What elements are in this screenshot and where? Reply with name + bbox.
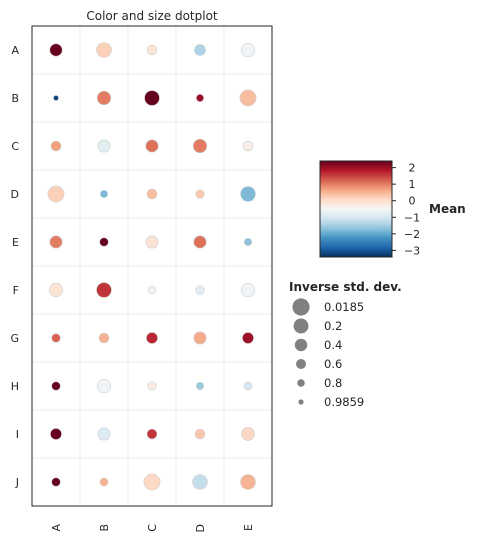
dot-j-a <box>51 477 61 487</box>
dot-a-b <box>96 42 112 58</box>
colorbar-tick-label: 0 <box>409 195 416 208</box>
dot-a-d <box>194 44 206 56</box>
dot-i-b <box>97 427 111 441</box>
dot-i-e <box>241 427 255 441</box>
size-legend-marker <box>297 379 305 387</box>
dot-c-b <box>97 139 111 153</box>
colorbar-tick-label: −3 <box>404 244 420 257</box>
dot-e-b <box>99 237 109 247</box>
dot-d-a <box>47 185 65 203</box>
dot-j-b <box>99 477 109 487</box>
dot-e-e <box>243 237 253 247</box>
colorbar-tick-label: −2 <box>404 228 420 241</box>
dot-f-c <box>147 285 157 295</box>
y-tick-label: B <box>11 92 19 105</box>
plot-frame <box>31 25 273 507</box>
dot-b-e <box>239 89 257 107</box>
y-tick-label: I <box>16 428 19 441</box>
dot-g-b <box>98 332 110 344</box>
y-tick-labels: A B C D E F G H I J <box>10 44 19 489</box>
size-legend-marker <box>294 338 308 352</box>
size-legend-label: 0.9859 <box>324 395 364 409</box>
y-tick-label: G <box>10 332 19 345</box>
size-legend-label: 0.6 <box>324 357 342 371</box>
dot-f-a <box>48 282 64 298</box>
dot-h-a <box>51 381 61 391</box>
x-tick-label: A <box>50 524 63 532</box>
chart-title: Color and size dotplot <box>86 9 218 23</box>
dot-e-a <box>49 235 63 249</box>
dot-a-a <box>49 43 63 57</box>
dot-j-c <box>143 473 161 491</box>
dot-g-d <box>193 331 207 345</box>
dot-c-d <box>192 138 208 154</box>
dot-b-a <box>53 95 59 101</box>
colorbar-tick-label: −1 <box>404 211 420 224</box>
dot-h-b <box>96 378 112 394</box>
y-tick-label: H <box>11 380 19 393</box>
dot-i-c <box>146 428 158 440</box>
dot-a-c <box>146 44 158 56</box>
dot-h-c <box>147 381 157 391</box>
dots-layer <box>47 42 257 491</box>
dot-c-e <box>242 140 254 152</box>
dot-e-d <box>193 235 207 249</box>
x-tick-label: B <box>98 524 111 532</box>
dot-a-e <box>240 42 256 58</box>
x-tick-labels: A B C D E <box>50 524 255 533</box>
size-legend-marker <box>293 318 309 334</box>
dot-d-e <box>240 186 256 202</box>
dot-c-a <box>50 140 62 152</box>
size-legend-marker <box>292 298 310 316</box>
x-tick-label: C <box>146 524 159 532</box>
size-legend-marker <box>298 399 304 405</box>
dot-g-a <box>51 333 61 343</box>
dot-b-b <box>96 90 112 106</box>
size-legend-label: 0.0185 <box>324 300 364 314</box>
size-legend-label: 0.4 <box>324 338 342 352</box>
y-tick-label: E <box>12 236 19 249</box>
dot-i-a <box>50 428 62 440</box>
size-legend-label: 0.8 <box>324 376 342 390</box>
colorbar-tick-label: 2 <box>409 162 416 175</box>
dot-h-e <box>243 381 253 391</box>
y-tick-label: C <box>11 140 19 153</box>
size-legend-items: 0.0185 0.2 0.4 0.6 0.8 0.9859 <box>292 298 364 409</box>
dot-j-d <box>192 474 208 490</box>
size-legend-marker <box>296 359 306 369</box>
dot-e-c <box>145 235 159 249</box>
colorbar-gradient <box>319 160 393 258</box>
dot-d-c <box>146 188 158 200</box>
x-tick-label: E <box>242 524 255 531</box>
y-tick-label: A <box>11 44 19 57</box>
colorbar: 2 1 0 −1 −2 −3 Mean <box>319 160 466 258</box>
y-tick-label: J <box>15 476 19 489</box>
dot-g-e <box>242 332 254 344</box>
colorbar-ticks: 2 1 0 −1 −2 −3 <box>392 162 420 257</box>
dot-f-b <box>96 282 112 298</box>
dot-b-d <box>195 93 205 103</box>
dot-h-d <box>195 381 205 391</box>
y-tick-label: D <box>11 188 19 201</box>
size-legend: Inverse std. dev. 0.0185 0.2 0.4 0.6 0.8 0.98… <box>289 280 402 409</box>
y-tick-label: F <box>13 284 19 297</box>
size-legend-label: 0.2 <box>324 319 342 333</box>
dot-f-d <box>195 285 205 295</box>
dot-g-c <box>146 332 158 344</box>
colorbar-label: Mean <box>429 202 466 216</box>
x-tick-label: D <box>194 524 207 532</box>
dot-d-b <box>99 189 109 199</box>
grid-lines <box>32 26 272 506</box>
size-legend-title: Inverse std. dev. <box>289 280 402 294</box>
dot-d-d <box>195 189 205 199</box>
dot-i-d <box>194 428 206 440</box>
dot-f-e <box>240 282 256 298</box>
colorbar-tick-label: 1 <box>409 178 416 191</box>
dot-c-c <box>145 139 159 153</box>
dot-b-c <box>144 90 160 106</box>
dot-j-e <box>240 474 256 490</box>
